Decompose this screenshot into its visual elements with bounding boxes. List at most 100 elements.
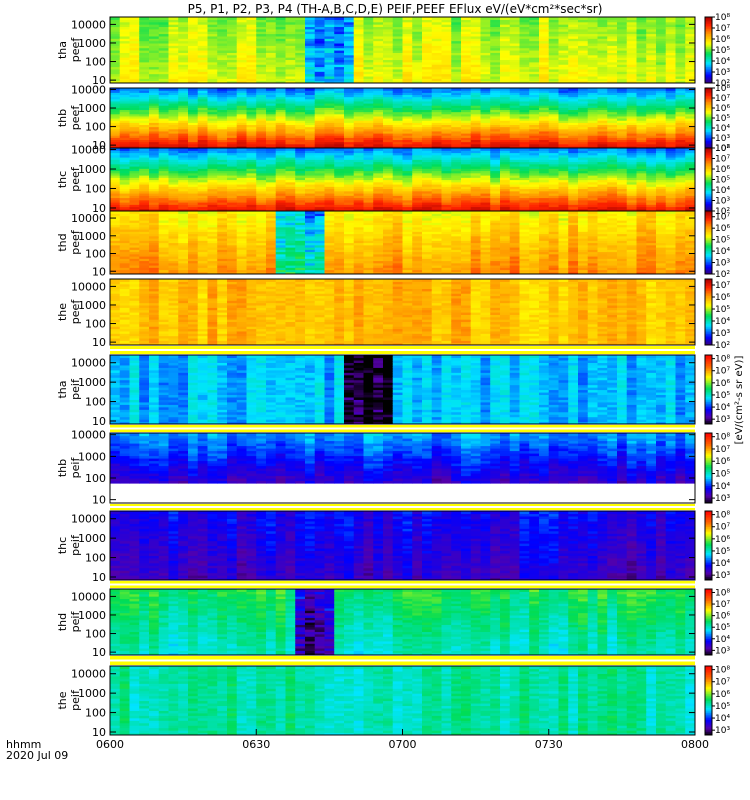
panel-label-probe: thc bbox=[56, 537, 69, 554]
panel-frame bbox=[109, 16, 696, 84]
y-tick-label: 10000 bbox=[71, 513, 106, 526]
y-tick-label: 1000 bbox=[78, 532, 106, 545]
colorbar-tick-label: 10⁴ bbox=[715, 124, 730, 134]
time-axis: 0600 0630 0700 0730 0800 bbox=[96, 729, 709, 751]
colorbar-tick-label: 10² bbox=[715, 79, 730, 89]
y-tick-label: 10000 bbox=[71, 590, 106, 603]
y-tick-label: 100 bbox=[85, 183, 106, 196]
colorbar-tick-label: 10⁵ bbox=[715, 391, 730, 401]
y-tick-label: 100 bbox=[85, 56, 106, 69]
panel-frame bbox=[109, 432, 696, 504]
y-tick-label: 100 bbox=[85, 552, 106, 565]
colorbar-tick-label: 10⁴ bbox=[715, 559, 730, 569]
y-tick-label: 10 bbox=[92, 74, 106, 87]
colorbar-tick-label: 10⁵ bbox=[715, 623, 730, 633]
y-tick-label: 1000 bbox=[78, 102, 106, 115]
colorbar-tick-label: 10³ bbox=[715, 134, 730, 144]
colorbar-tick-label: 10³ bbox=[715, 259, 730, 269]
spectrogram-cells-thd-peef bbox=[110, 211, 695, 274]
y-tick-label: 10000 bbox=[71, 83, 106, 96]
panel-frame bbox=[109, 210, 696, 275]
colorbar-tick-label: 10³ bbox=[715, 726, 730, 736]
colorbar-tick-label: 10⁴ bbox=[715, 714, 730, 724]
y-tick-label: 100 bbox=[85, 318, 106, 331]
colorbar-tick-label: 10⁷ bbox=[715, 94, 730, 104]
panel-label-product: peef bbox=[69, 37, 82, 63]
figure-title: P5, P1, P2, P3, P4 (TH-A,B,C,D,E) PEIF,P… bbox=[188, 2, 603, 16]
colorbar-tick-label: 10⁸ bbox=[715, 355, 730, 365]
spectrogram-cells-the-peif bbox=[110, 666, 695, 735]
colorbar-tick-label: 10⁷ bbox=[715, 678, 730, 688]
colorbar-tick-label: 10⁴ bbox=[715, 482, 730, 492]
colorbar-tick-label: 10⁴ bbox=[715, 635, 730, 645]
y-tick-label: 10000 bbox=[71, 280, 106, 293]
colorbar-tick-label: 10⁶ bbox=[715, 224, 730, 234]
colorbar-tick-label: 10⁶ bbox=[715, 535, 730, 545]
y-tick-label: 10 bbox=[92, 494, 106, 507]
colorbar-tick-label: 10⁴ bbox=[715, 186, 730, 196]
colorbar-tick-label: 10⁷ bbox=[715, 600, 730, 610]
colorbar-tick-label: 10⁷ bbox=[715, 523, 730, 533]
y-tick-label: 10000 bbox=[71, 18, 106, 31]
colorbar-tick-label: 10⁷ bbox=[715, 367, 730, 377]
x-tick-label: 0600 bbox=[96, 738, 124, 751]
y-tick-label: 1000 bbox=[78, 450, 106, 463]
colorbar-tick-label: 10³ bbox=[715, 571, 730, 581]
colorbar-tick-label: 10² bbox=[715, 270, 730, 280]
colorbar-tick-label: 10⁸ bbox=[715, 144, 730, 154]
colorbar-tick-label: 10² bbox=[715, 207, 730, 217]
x-axis-label-hhmm: hhmm bbox=[6, 738, 41, 751]
colorbar-tick-label: 10⁸ bbox=[715, 666, 730, 676]
colorbar-tick-label: 10⁶ bbox=[715, 612, 730, 622]
colorbar-tick-label: 10⁶ bbox=[715, 690, 730, 700]
panel-label-product: peef bbox=[69, 166, 82, 192]
panel-label-product: peef bbox=[69, 229, 82, 255]
colorbar-tick-label: 10⁴ bbox=[715, 247, 730, 257]
panel-label-probe: thb bbox=[56, 459, 69, 477]
y-tick-label: 1000 bbox=[78, 687, 106, 700]
colorbar-unit-label: [eV/(cm²-s sr eV)] bbox=[734, 356, 745, 445]
y-tick-label: 10 bbox=[92, 571, 106, 584]
y-tick-label: 1000 bbox=[78, 609, 106, 622]
y-tick-label: 10 bbox=[92, 415, 106, 428]
panel-label-probe: thd bbox=[56, 613, 69, 631]
y-tick-label: 10000 bbox=[71, 144, 106, 157]
colorbar-tick-label: 10³ bbox=[715, 68, 730, 78]
y-tick-label: 100 bbox=[85, 396, 106, 409]
spectrogram-cells-tha-peif bbox=[110, 355, 695, 424]
panel-thb-peif: 10 100 1000 10000 thb peif 10³ 10⁴ 10⁵ 10⁶ 10⁷ 10⁸ bbox=[56, 429, 730, 507]
panel-label-probe: thb bbox=[56, 109, 69, 127]
colorbar-tick-label: 10⁷ bbox=[715, 24, 730, 34]
colorbar-tick-label: 10³ bbox=[715, 494, 730, 504]
colorbar-thc-peif: 10³ 10⁴ 10⁵ 10⁶ 10⁷ 10⁸ bbox=[704, 510, 730, 581]
y-tick-label: 1000 bbox=[78, 163, 106, 176]
y-tick-label: 100 bbox=[85, 472, 106, 485]
y-tick-label: 10 bbox=[92, 336, 106, 349]
y-tick-label: 1000 bbox=[78, 299, 106, 312]
colorbar-tick-label: 10⁵ bbox=[715, 470, 730, 480]
panel-label-probe: thc bbox=[56, 171, 69, 188]
colorbar-tick-label: 10² bbox=[715, 144, 730, 154]
colorbar-tick-label: 10⁵ bbox=[715, 236, 730, 246]
panel-label-product: peef bbox=[69, 299, 82, 325]
spectrogram-cells-thd-peif bbox=[110, 589, 695, 655]
x-axis-label-date: 2020 Jul 09 bbox=[6, 749, 68, 762]
y-tick-label: 1000 bbox=[78, 230, 106, 243]
colorbar-tick-label: 10³ bbox=[715, 646, 730, 656]
colorbar-tick-label: 10⁴ bbox=[715, 403, 730, 413]
colorbar-tick-label: 10⁵ bbox=[715, 114, 730, 124]
colorbar-tick-label: 10⁸ bbox=[715, 511, 730, 521]
y-tick-label: 10000 bbox=[71, 212, 106, 225]
colorbar-tick-label: 10⁸ bbox=[715, 433, 730, 443]
panel-frame bbox=[109, 588, 696, 656]
colorbar-tick-label: 10⁴ bbox=[715, 57, 730, 67]
panel-label-product: peif bbox=[69, 534, 82, 556]
